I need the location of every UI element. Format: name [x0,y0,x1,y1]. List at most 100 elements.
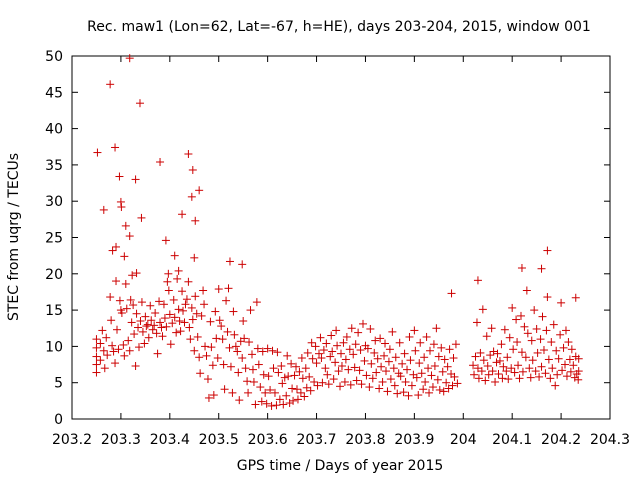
data-point [112,325,121,334]
data-point [141,312,150,321]
data-point [164,286,173,295]
data-point [172,328,181,337]
data-point [128,271,137,280]
data-point [526,373,535,382]
data-point [157,323,166,332]
data-point [119,340,128,349]
data-point [474,374,483,383]
data-point [389,364,398,373]
data-point [284,372,293,381]
data-point [220,385,229,394]
data-point [340,377,349,386]
data-point [482,332,491,341]
data-point [471,352,480,361]
data-point [547,338,556,347]
data-point [308,354,317,363]
data-point [564,338,573,347]
x-tick-label: 203.3 [101,432,141,448]
data-point [254,360,263,369]
data-point [228,388,237,397]
data-point [263,344,272,353]
x-tick-label: 203.7 [296,432,336,448]
y-tick-label: 10 [45,339,63,355]
data-point [380,351,389,360]
data-point [125,54,134,63]
data-point [107,316,116,325]
data-point [144,333,153,342]
data-point [142,322,151,331]
data-point [280,373,289,382]
data-point [428,383,437,392]
data-point [505,333,514,342]
data-point [117,203,126,212]
data-point [209,391,218,400]
data-point [170,313,179,322]
data-point [351,340,360,349]
data-point [279,400,288,409]
data-point [305,372,314,381]
data-point [518,367,527,376]
y-axis: 0 5 10 15 20 25 30 35 40 45 50 [45,49,610,428]
data-point [381,339,390,348]
data-point [417,369,426,378]
data-point [359,319,368,328]
data-point [515,374,524,383]
data-point [448,381,457,390]
data-point [152,329,161,338]
data-point [425,388,434,397]
data-point [292,362,301,371]
data-point [497,340,506,349]
data-point [195,353,204,362]
data-point [292,385,301,394]
data-point [499,362,508,371]
data-point [287,359,296,368]
data-point [323,370,332,379]
x-axis-title: GPS time / Days of year 2015 [237,458,444,474]
data-point [372,368,381,377]
data-point [162,322,171,331]
data-point [241,364,250,373]
data-point [131,362,140,371]
data-point [354,328,363,337]
data-point [225,343,234,352]
data-point [367,359,376,368]
data-point [542,326,551,335]
data-point [99,346,108,355]
data-point [538,312,547,321]
data-point [442,378,451,387]
data-point [235,396,244,405]
data-point [337,349,345,358]
data-point [188,315,197,324]
data-point [247,350,256,359]
data-point [549,320,558,329]
data-point [293,395,302,404]
data-point [126,295,135,304]
data-point [185,323,194,332]
data-point [277,362,286,371]
x-tick-label: 203.5 [199,432,239,448]
data-point [111,143,120,152]
x-tick-label: 204.1 [492,432,532,448]
y-tick-label: 45 [45,85,63,101]
data-point [257,397,266,406]
data-point [574,354,583,363]
data-point [159,300,168,309]
data-point [491,377,500,386]
data-point [493,349,502,358]
data-point [426,346,435,355]
data-point [334,367,343,376]
data-point [269,364,278,373]
data-point [508,303,517,312]
data-point [556,330,565,339]
data-point [574,367,583,376]
data-point [127,318,136,327]
x-tick-label: 204.2 [541,432,581,448]
data-point [437,343,446,352]
data-point [213,354,222,363]
data-point [398,359,407,368]
data-point [169,295,178,304]
data-point [313,381,322,390]
data-point [161,236,170,245]
data-point [319,346,328,355]
x-tick-label: 203.2 [52,432,92,448]
